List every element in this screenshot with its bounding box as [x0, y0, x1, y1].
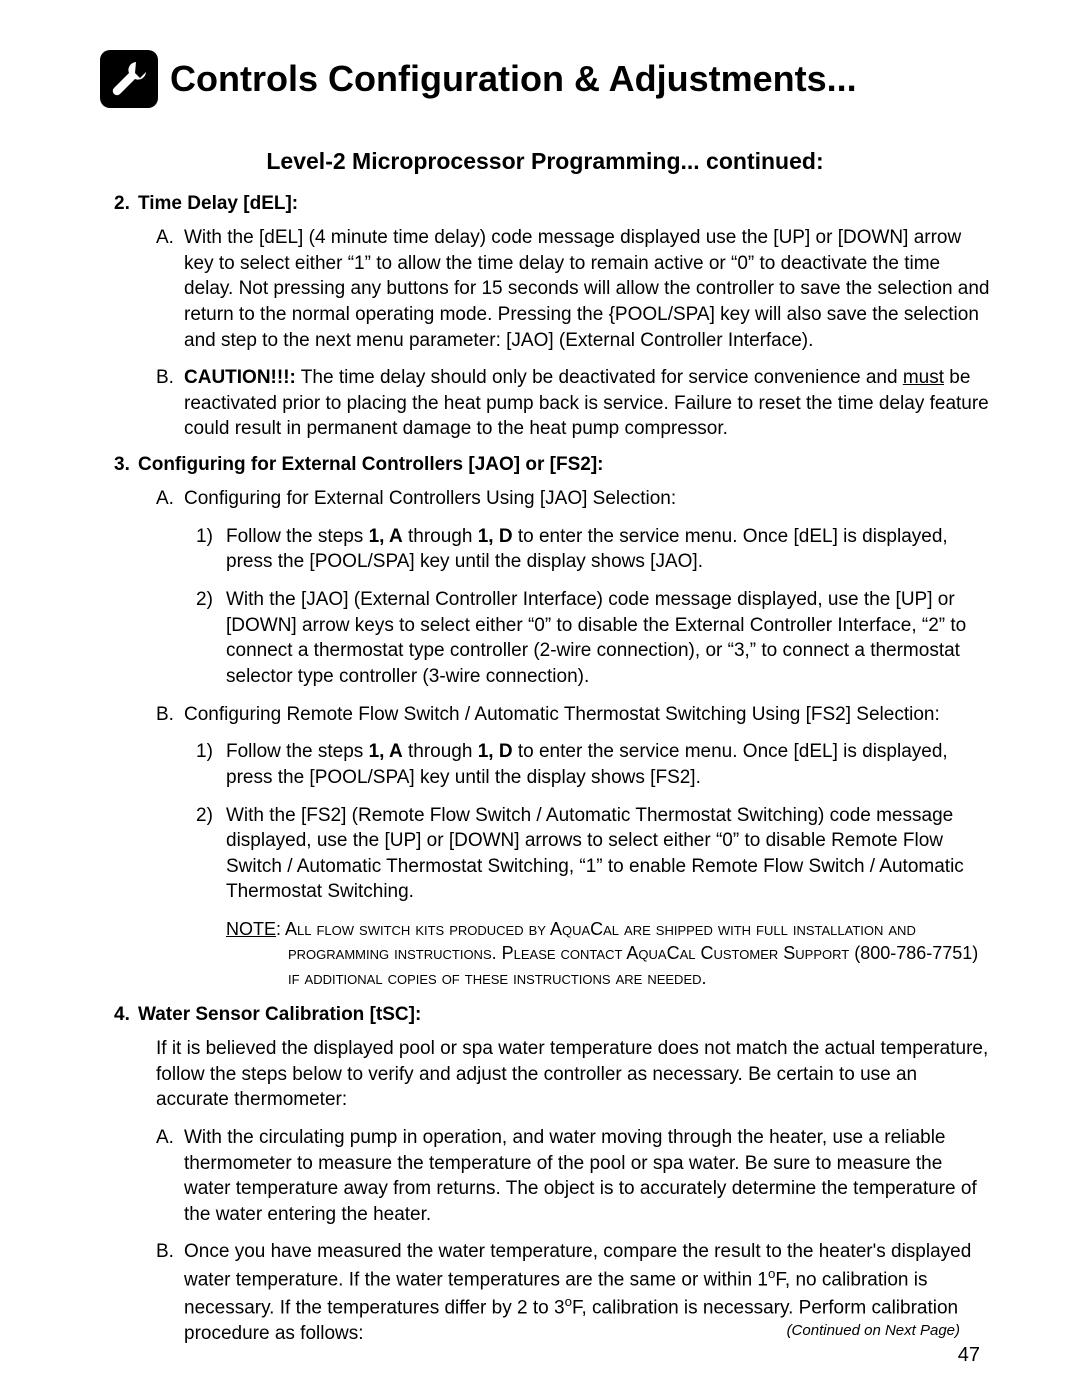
subitem-3A2: 2)With the [JAO] (External Controller In…	[196, 587, 990, 690]
section-title: Configuring for External Controllers [JA…	[138, 454, 604, 475]
item-3A: A.Configuring for External Controllers U…	[156, 486, 990, 512]
wrench-icon	[100, 50, 158, 108]
page-number: 47	[958, 1344, 980, 1367]
subitem-3A1: 1)Follow the steps 1, A through 1, D to …	[196, 524, 990, 575]
must-underline: must	[903, 367, 944, 388]
t: Follow the steps	[226, 741, 369, 762]
item-text: The time delay should only be deactivate…	[296, 367, 903, 388]
t: 1, D	[478, 741, 513, 762]
note-label: NOTE	[226, 919, 276, 939]
subitem-num: 2)	[196, 803, 226, 829]
section-3-heading: 3.Configuring for External Controllers […	[114, 454, 990, 476]
continued-label: (Continued on Next Page)	[787, 1322, 960, 1339]
item-text: Configuring Remote Flow Switch / Automat…	[184, 704, 940, 725]
note-text: : All flow switch kits produced by Aqua	[276, 919, 590, 939]
page-header: Controls Configuration & Adjustments...	[100, 50, 990, 108]
item-letter: B.	[156, 702, 184, 728]
subitem-num: 1)	[196, 524, 226, 550]
section-4-heading: 4.Water Sensor Calibration [tSC]:	[114, 1004, 990, 1026]
item-text: With the circulating pump in operation, …	[184, 1127, 977, 1225]
item-text: Configuring for External Controllers Usi…	[184, 488, 676, 509]
item-letter: B.	[156, 1239, 184, 1265]
item-2B: B.CAUTION!!!: The time delay should only…	[156, 365, 990, 442]
item-3B: B.Configuring Remote Flow Switch / Autom…	[156, 702, 990, 728]
item-letter: A.	[156, 225, 184, 251]
subitem-3B2: 2)With the [FS2] (Remote Flow Switch / A…	[196, 803, 990, 906]
subitem-num: 2)	[196, 587, 226, 613]
caution-label: CAUTION!!!:	[184, 367, 296, 388]
section-num: 3.	[114, 454, 138, 476]
section-num: 2.	[114, 193, 138, 215]
section-2-heading: 2.Time Delay [dEL]:	[114, 193, 990, 215]
subtitle: Level-2 Microprocessor Programming... co…	[100, 148, 990, 175]
item-letter: A.	[156, 1125, 184, 1151]
deg: o	[565, 1294, 572, 1309]
t: 1, A	[369, 526, 403, 547]
item-4A: A.With the circulating pump in operation…	[156, 1125, 990, 1228]
note-block: NOTE: All flow switch kits produced by A…	[226, 917, 990, 990]
subitem-3B1: 1)Follow the steps 1, A through 1, D to …	[196, 739, 990, 790]
t: With the [FS2] (Remote Flow Switch / Aut…	[226, 805, 964, 903]
t: through	[403, 526, 478, 547]
t: through	[403, 741, 478, 762]
item-letter: B.	[156, 365, 184, 391]
item-text: With the [dEL] (4 minute time delay) cod…	[184, 227, 990, 351]
t: Follow the steps	[226, 526, 369, 547]
page-title: Controls Configuration & Adjustments...	[170, 58, 857, 100]
section-4-intro: If it is believed the displayed pool or …	[156, 1036, 990, 1113]
item-2A: A.With the [dEL] (4 minute time delay) c…	[156, 225, 990, 353]
section-title: Time Delay [dEL]:	[138, 193, 298, 214]
t: With the [JAO] (External Controller Inte…	[226, 589, 966, 687]
t: 1, A	[369, 741, 403, 762]
section-title: Water Sensor Calibration [tSC]:	[138, 1004, 421, 1025]
subitem-num: 1)	[196, 739, 226, 765]
item-letter: A.	[156, 486, 184, 512]
section-num: 4.	[114, 1004, 138, 1026]
t: 1, D	[478, 526, 513, 547]
